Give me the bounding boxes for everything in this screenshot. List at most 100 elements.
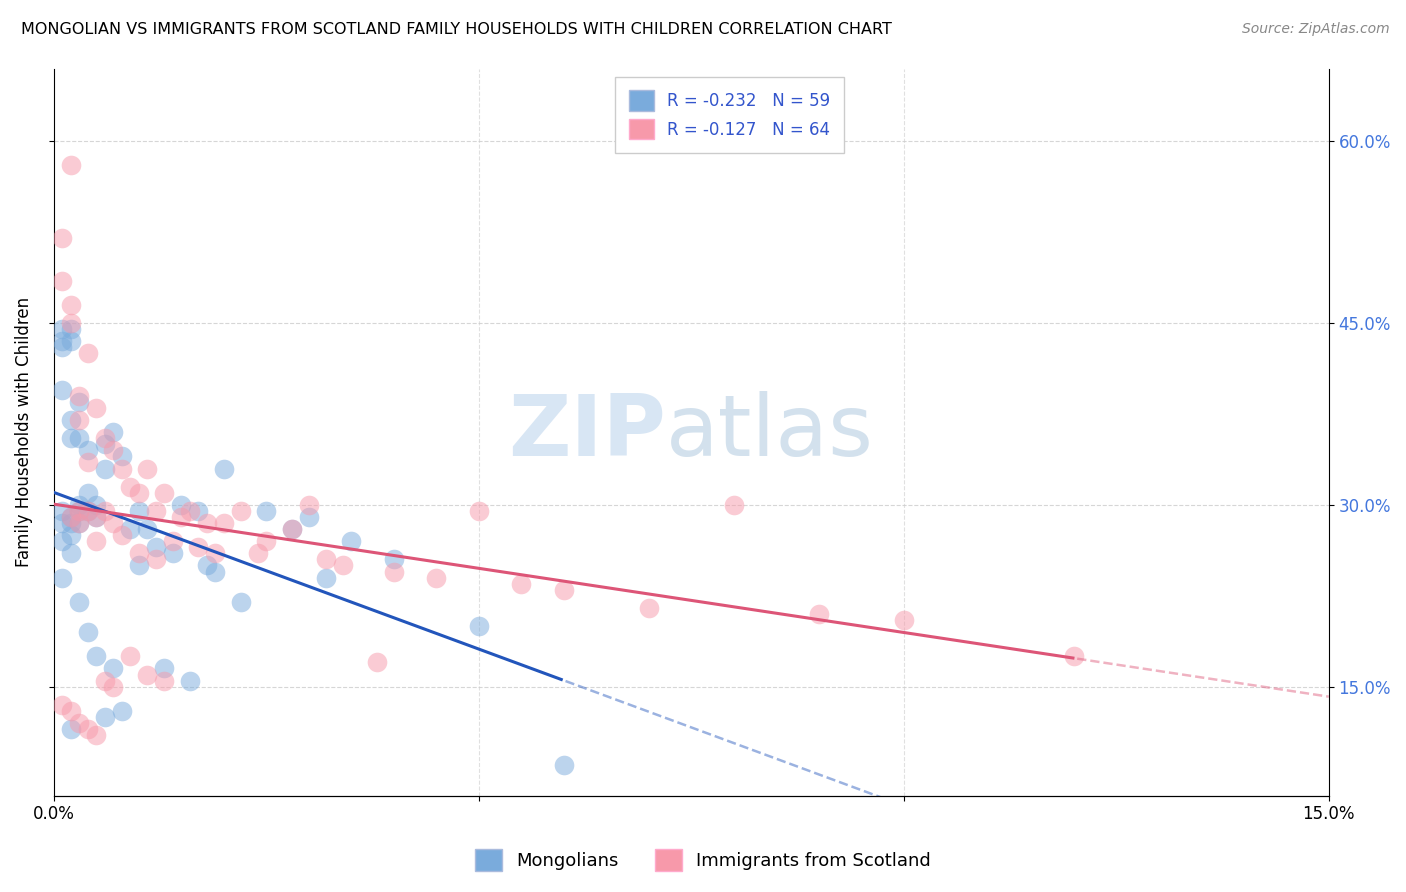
Point — [510, 576, 533, 591]
Point — [136, 461, 159, 475]
Point — [204, 546, 226, 560]
Point — [366, 656, 388, 670]
Point — [254, 534, 277, 549]
Point — [51, 516, 73, 530]
Point — [67, 595, 90, 609]
Point — [103, 443, 125, 458]
Point — [340, 534, 363, 549]
Point — [170, 510, 193, 524]
Point — [153, 485, 176, 500]
Point — [128, 485, 150, 500]
Point — [76, 504, 98, 518]
Point — [111, 461, 134, 475]
Point — [67, 498, 90, 512]
Point — [128, 504, 150, 518]
Point — [76, 625, 98, 640]
Point — [246, 546, 269, 560]
Point — [59, 316, 82, 330]
Point — [94, 673, 117, 688]
Point — [315, 571, 337, 585]
Point — [723, 498, 745, 512]
Point — [111, 704, 134, 718]
Point — [298, 510, 321, 524]
Point — [212, 516, 235, 530]
Point — [67, 516, 90, 530]
Point — [51, 322, 73, 336]
Point — [111, 528, 134, 542]
Point — [382, 552, 405, 566]
Point — [120, 522, 142, 536]
Point — [637, 600, 659, 615]
Point — [170, 498, 193, 512]
Point — [162, 534, 184, 549]
Point — [254, 504, 277, 518]
Point — [86, 510, 108, 524]
Point — [59, 546, 82, 560]
Point — [86, 510, 108, 524]
Point — [120, 480, 142, 494]
Point — [229, 595, 252, 609]
Point — [51, 534, 73, 549]
Point — [59, 516, 82, 530]
Point — [51, 274, 73, 288]
Point — [76, 485, 98, 500]
Point — [86, 728, 108, 742]
Point — [67, 516, 90, 530]
Point — [94, 461, 117, 475]
Point — [67, 431, 90, 445]
Point — [179, 673, 201, 688]
Point — [315, 552, 337, 566]
Point — [59, 510, 82, 524]
Point — [59, 159, 82, 173]
Point — [76, 455, 98, 469]
Point — [76, 443, 98, 458]
Legend: R = -0.232   N = 59, R = -0.127   N = 64: R = -0.232 N = 59, R = -0.127 N = 64 — [616, 77, 844, 153]
Point — [67, 413, 90, 427]
Legend: Mongolians, Immigrants from Scotland: Mongolians, Immigrants from Scotland — [468, 842, 938, 879]
Point — [51, 231, 73, 245]
Point — [86, 498, 108, 512]
Point — [51, 504, 73, 518]
Point — [179, 504, 201, 518]
Point — [76, 722, 98, 736]
Point — [281, 522, 304, 536]
Point — [51, 698, 73, 712]
Point — [94, 710, 117, 724]
Point — [67, 716, 90, 731]
Point — [425, 571, 447, 585]
Point — [136, 522, 159, 536]
Point — [893, 613, 915, 627]
Text: atlas: atlas — [666, 391, 873, 474]
Point — [145, 541, 167, 555]
Point — [468, 504, 491, 518]
Point — [145, 504, 167, 518]
Point — [103, 661, 125, 675]
Point — [120, 649, 142, 664]
Point — [111, 450, 134, 464]
Point — [76, 504, 98, 518]
Point — [59, 704, 82, 718]
Point — [67, 504, 90, 518]
Point — [59, 322, 82, 336]
Point — [212, 461, 235, 475]
Point — [1063, 649, 1085, 664]
Point — [59, 510, 82, 524]
Point — [128, 558, 150, 573]
Point — [94, 504, 117, 518]
Point — [86, 534, 108, 549]
Point — [195, 558, 218, 573]
Point — [128, 546, 150, 560]
Point — [51, 571, 73, 585]
Point — [553, 582, 575, 597]
Point — [76, 346, 98, 360]
Y-axis label: Family Households with Children: Family Households with Children — [15, 297, 32, 567]
Point — [86, 401, 108, 415]
Point — [553, 758, 575, 772]
Text: ZIP: ZIP — [508, 391, 666, 474]
Point — [59, 298, 82, 312]
Point — [468, 619, 491, 633]
Point — [187, 504, 209, 518]
Point — [94, 437, 117, 451]
Point — [67, 504, 90, 518]
Point — [67, 389, 90, 403]
